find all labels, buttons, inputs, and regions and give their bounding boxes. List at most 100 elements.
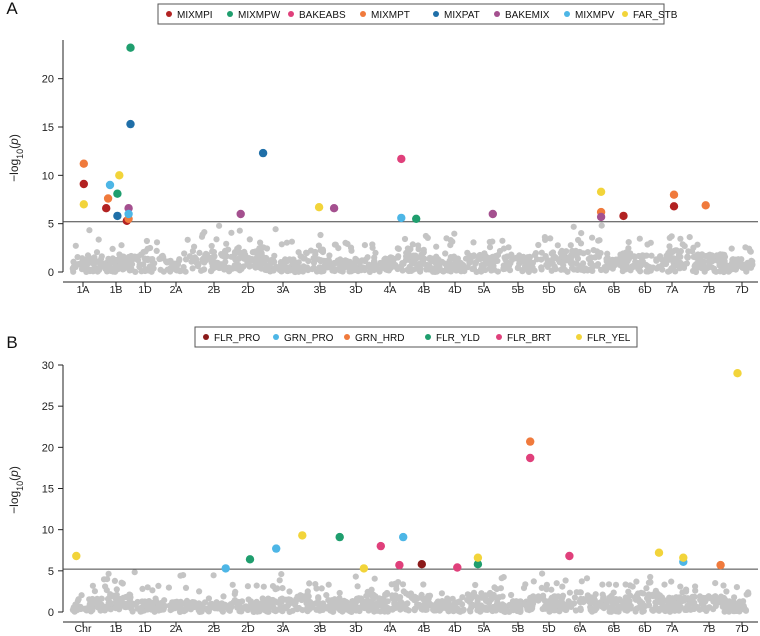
series-grn-hrd [526,437,725,570]
background-marker [330,608,337,615]
background-marker [139,585,146,593]
background-marker [538,264,545,271]
background-marker [164,266,171,273]
background-marker [523,603,530,610]
background-marker [144,606,151,613]
background-marker [539,570,546,577]
y-tick-label: 15 [42,484,54,496]
background-marker [612,581,620,588]
background-marker [410,257,417,264]
background-marker [709,258,716,265]
background-marker [447,237,454,244]
background-marker [697,596,704,604]
background-marker [650,607,657,614]
series-flr-brt [376,453,574,572]
background-marker [580,260,587,267]
background-marker [315,256,322,263]
background-marker [606,608,613,615]
legend-label: FLR_PRO [214,333,260,344]
background-marker [648,252,655,259]
background-marker [167,257,174,264]
background-marker [514,264,522,271]
background-marker [232,588,239,596]
background-marker [439,259,446,266]
background-marker [677,253,684,260]
background-marker [510,606,518,613]
background-marker [506,267,514,274]
background-marker [113,586,120,593]
background-marker [353,257,360,264]
background-marker [736,600,743,607]
background-marker [640,607,647,615]
background-marker [422,232,429,240]
background-marker [278,268,285,275]
background-marker [578,230,585,237]
x-tick-label: 3D [349,623,363,635]
background-marker [105,570,112,577]
background-marker [91,588,98,595]
background-marker [721,596,729,603]
background-marker [149,587,156,594]
background-marker [653,591,661,598]
background-marker [152,595,159,602]
background-marker [497,585,504,592]
background-marker [442,250,449,257]
background-marker [369,244,376,251]
series-bakemix [124,204,606,222]
background-marker [126,596,134,603]
background-marker [692,583,699,590]
legend-label: FLR_YEL [587,333,631,344]
background-marker [702,597,709,604]
background-marker [134,598,141,606]
background-marker [131,569,138,576]
series-flr-yel [72,369,742,573]
background-marker [181,250,188,257]
background-marker [72,242,79,249]
background-marker [105,255,112,262]
background-marker [683,260,691,267]
background-marker [258,250,265,257]
background-marker [236,227,243,234]
legend: FLR_PRO GRN_PRO GRN_HRD FLR_YLD FLR_BRT FLR_Y… [194,326,638,348]
data-point [115,171,124,180]
background-marker [287,256,294,263]
legend-swatch [564,11,570,17]
background-marker [397,598,405,606]
x-tick-label: 4A [384,284,397,296]
background-marker [126,591,133,598]
x-tick-label: 2B [208,284,221,296]
background-marker [549,249,557,256]
background-marker [323,592,330,599]
legend-swatch [273,334,279,340]
data-point [79,200,89,209]
background-marker [639,258,646,265]
legend-box [157,3,665,25]
data-point [716,560,725,570]
background-marker [426,266,433,273]
background-marker [315,242,322,249]
background-marker [508,591,515,599]
background-marker [408,594,415,602]
background-marker [143,237,150,245]
y-axis-label: −log10(p) [7,466,25,514]
background-marker [701,268,708,275]
background-marker [482,255,489,262]
background-marker [662,607,669,615]
background-marker [317,231,324,239]
background-marker [607,594,615,601]
background-marker [281,263,288,270]
data-point [417,560,426,569]
background-marker [637,603,644,610]
x-tick-label: 1A [77,284,90,296]
series-far-stb [79,171,606,212]
data-point [654,548,664,557]
background-marker [210,572,217,579]
background-marker [646,602,653,609]
data-point [679,553,688,562]
background-marker [89,256,96,263]
background-marker [468,602,475,609]
background-marker [207,267,215,274]
background-marker [372,249,379,256]
background-marker [103,587,110,594]
background-marker [559,594,566,602]
